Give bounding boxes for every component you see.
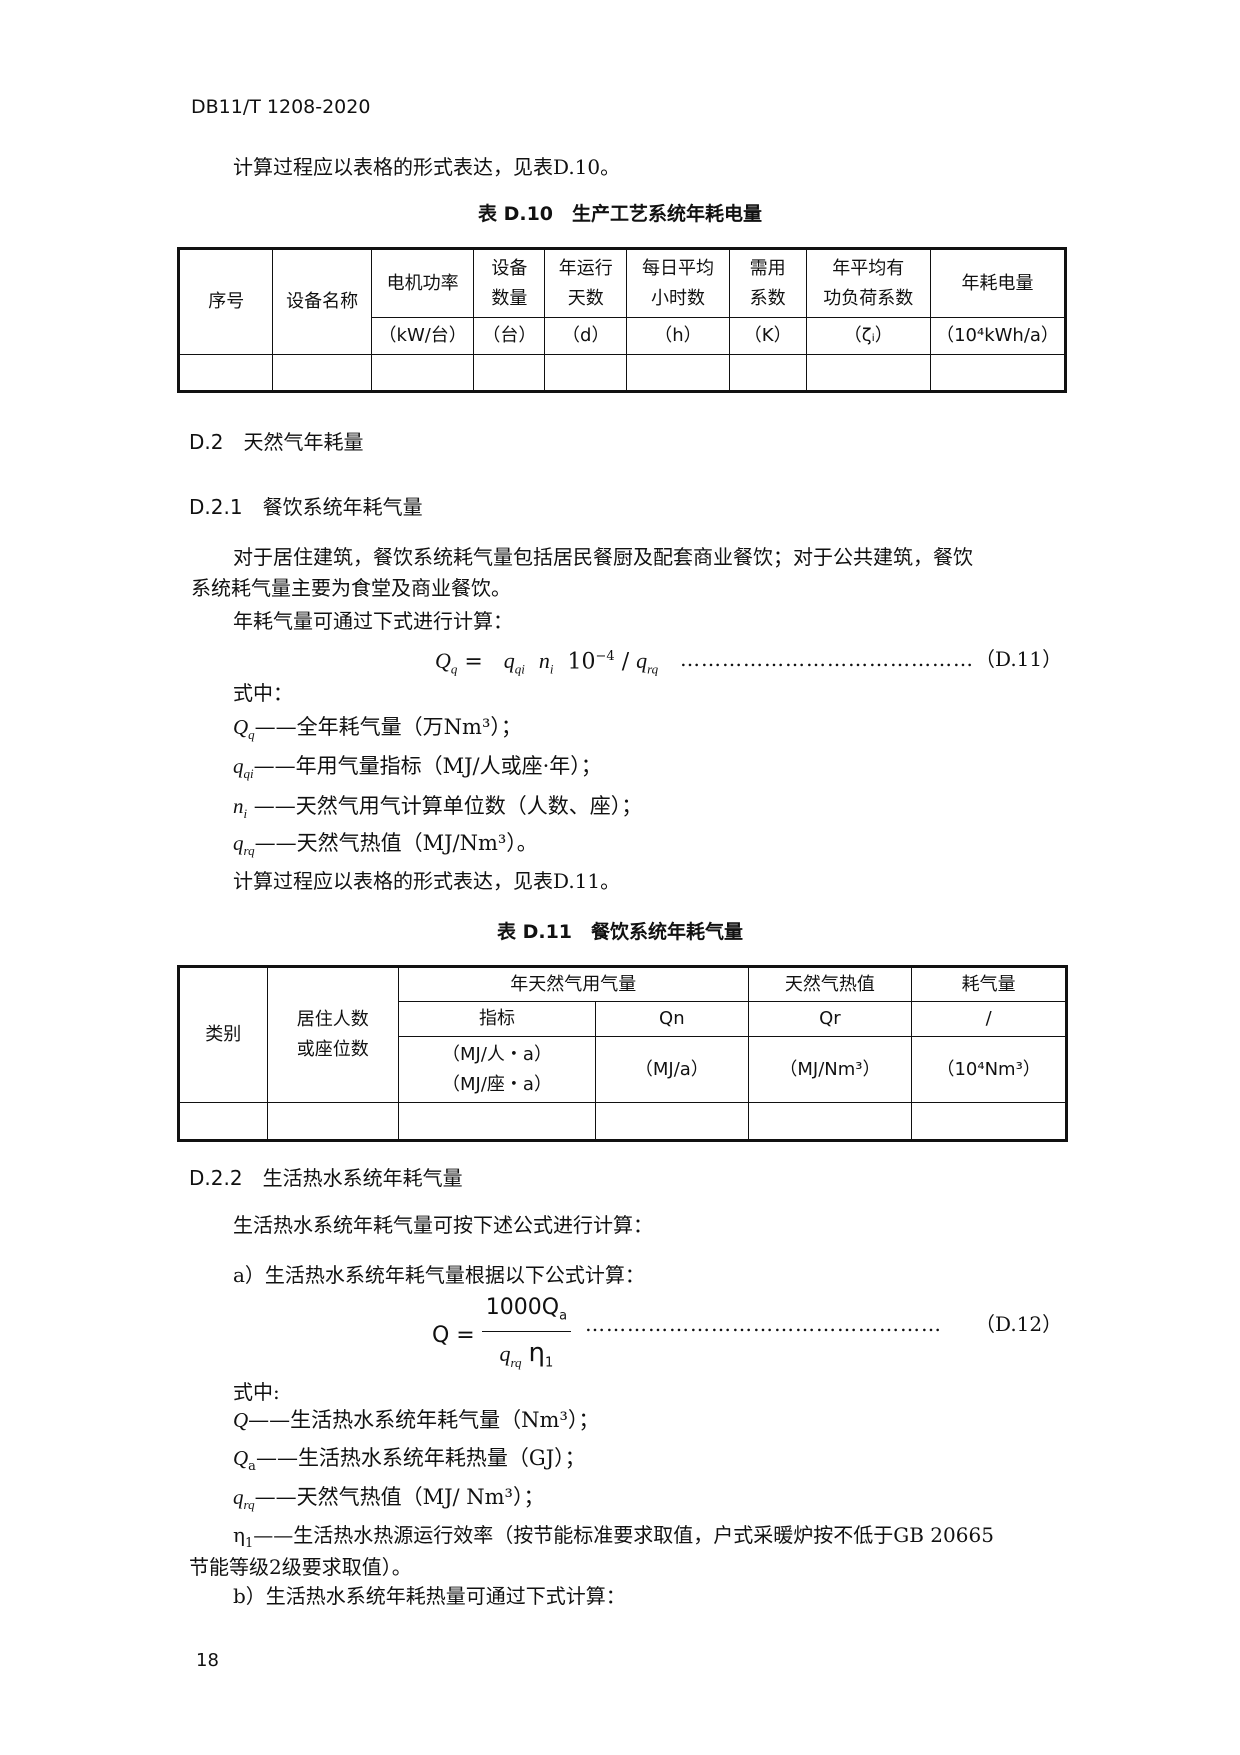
header-cell: Qr — [747, 1001, 913, 1037]
unit-cell: （MJ/a） — [595, 1036, 749, 1103]
header-cell: 电机功率 — [370, 248, 475, 318]
header-cell: 设备名称 — [272, 248, 372, 355]
unit-cell: （ζᵢ） — [805, 317, 932, 355]
unit-cell: （d） — [544, 317, 628, 355]
header-text: 设备数量 — [491, 257, 528, 309]
paragraph: 计算过程应以表格的形式表达，见表D.10。 — [233, 155, 621, 179]
document-header: DB11/T 1208-2020 — [191, 96, 371, 118]
unit-cell: （MJ/人・a） （MJ/座・a） — [397, 1036, 597, 1103]
paragraph: 系统耗气量主要为食堂及商业餐饮。 — [191, 576, 511, 600]
unit-cell: （台） — [473, 317, 546, 355]
page-number: 18 — [196, 1650, 219, 1671]
header-cell: 每日平均 小时数 — [626, 248, 730, 318]
header-cell: 天然气热值 — [747, 966, 913, 1002]
header-cell: 序号 — [177, 248, 274, 355]
table-title: 表 D.10 生产工艺系统年耗电量 — [477, 203, 763, 225]
formula-number: （D.12） — [975, 1312, 1063, 1336]
header-cell: 居住人数 或座位数 — [266, 966, 399, 1103]
unit-cell: （10⁴Nm³） — [911, 1036, 1067, 1103]
paragraph: 计算过程应以表格的形式表达，见表D.11。 — [233, 869, 621, 893]
unit-cell: （MJ/Nm³） — [747, 1036, 913, 1103]
header-text: 年运行天数 — [558, 257, 613, 309]
unit-cell: （h） — [626, 317, 730, 355]
header-cell: 年耗电量 — [930, 248, 1066, 318]
paragraph: 对于居住建筑，餐饮系统耗气量包括居民餐厨及配套商业餐饮；对于公共建筑，餐饮 — [233, 545, 973, 569]
definition-continuation: 节能等级2级要求取值）。 — [189, 1555, 412, 1579]
formula-number: （D.11） — [975, 647, 1063, 671]
paragraph: 生活热水系统年耗气量可按下述公式进行计算： — [233, 1213, 653, 1237]
formula-dots: …………………………………………… — [585, 1312, 942, 1336]
header-cell: 需用系数 — [728, 248, 807, 318]
header-cell: / — [911, 1001, 1067, 1037]
formula-d11: Qq = qqi ni 10−4 / qrq — [435, 648, 659, 677]
formula-dots: …………………………………… — [680, 647, 974, 671]
definition: qrq——天然气热值（MJ/Nm³）。 — [233, 831, 538, 859]
definition: qrq——天然气热值（MJ/ Nm³）； — [233, 1485, 545, 1513]
header-cell: 耗气量 — [911, 966, 1067, 1002]
where-label: 式中: — [233, 1380, 280, 1404]
definition: η1——生活热水热源运行效率（按节能标准要求取值，户式采暖炉按不低于GB 206… — [233, 1523, 994, 1551]
list-item: a）生活热水系统年耗气量根据以下公式计算： — [233, 1263, 645, 1287]
table-d10: 序号 设备名称 电机功率 设备数量 年运行天数 每日平均 小时数 需用系数 年平均… — [177, 247, 1067, 393]
where-label: 式中： — [233, 681, 293, 705]
unit-cell: （K） — [728, 317, 807, 355]
header-cell: 年天然气用气量 — [397, 966, 749, 1002]
paragraph: 年耗气量可通过下式进行计算： — [233, 609, 513, 633]
header-cell: 指标 — [397, 1001, 597, 1037]
unit-cell: （10⁴kWh/a） — [930, 317, 1066, 355]
formula-d12: Q = 1000Qa qrq η1 — [432, 1293, 572, 1379]
table-title: 表 D.11 餐饮系统年耗气量 — [496, 921, 744, 943]
definition: ni ——天然气用气计算单位数（人数、座）； — [233, 794, 643, 822]
definition: Qa——生活热水系统年耗热量（GJ）； — [233, 1446, 586, 1475]
section-heading: D.2.2 生活热水系统年耗气量 — [189, 1166, 463, 1190]
definition: qqi——年用气量指标（MJ/人或座·年）； — [233, 754, 602, 782]
header-text: 需用系数 — [749, 257, 786, 309]
header-cell: 类别 — [178, 966, 268, 1103]
header-cell: 年平均有 功负荷系数 — [805, 248, 932, 318]
definition: Q——生活热水系统年耗气量（Nm³）； — [233, 1408, 600, 1432]
header-cell: 设备数量 — [473, 248, 546, 318]
list-item: b）生活热水系统年耗热量可通过下式计算： — [233, 1584, 626, 1608]
table-row — [177, 354, 1066, 392]
section-heading: D.2 天然气年耗量 — [189, 430, 364, 454]
unit-cell: （kW/台） — [370, 317, 475, 355]
table-row — [178, 1102, 1067, 1141]
definition: Qq——全年耗气量（万Nm³）； — [233, 715, 522, 743]
section-heading: D.2.1 餐饮系统年耗气量 — [189, 495, 423, 519]
header-cell: Qn — [595, 1001, 749, 1037]
header-cell: 年运行天数 — [544, 248, 628, 318]
table-d11: 类别 居住人数 或座位数 年天然气用气量 天然气热值 耗气量 指标 Qn Qr /… — [177, 965, 1068, 1142]
